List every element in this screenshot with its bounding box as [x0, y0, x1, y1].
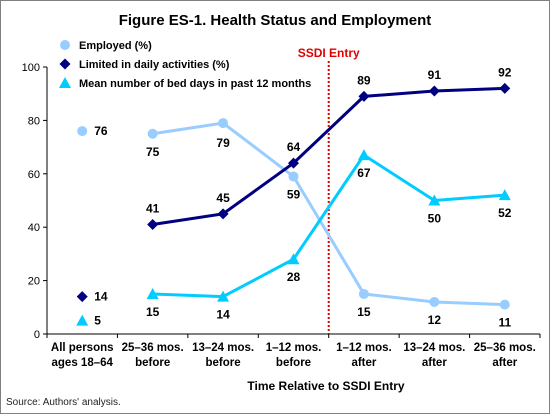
x-category-label-line: before [135, 357, 170, 369]
series-line [152, 153, 505, 299]
legend-label: Limited in daily activities (%) [79, 59, 230, 71]
data-label: 91 [428, 68, 442, 82]
data-point [217, 290, 230, 302]
data-label: 75 [146, 145, 160, 159]
data-point [429, 296, 440, 307]
legend-marker [60, 40, 70, 50]
data-label: 15 [146, 305, 160, 319]
x-category-label: 25–36 mos. after [474, 342, 536, 369]
chart-data-labels: 76 75 79 59 15 12 11 14 41 45 64 89 91 92 5 15 14 28 67 50 5… [94, 65, 512, 329]
ssdi-entry-reference: SSDI Entry [298, 46, 360, 334]
x-category-label-line: 25–36 mos. [122, 342, 184, 354]
series-line [152, 86, 505, 227]
x-category-label: 25–36 mos. before [122, 342, 184, 369]
y-tick-label: 40 [28, 222, 40, 234]
data-label: 15 [357, 305, 371, 319]
data-point [499, 299, 510, 310]
data-label: 14 [94, 290, 108, 304]
x-category-label: All persons ages 18–64 [51, 342, 114, 369]
x-category-label: 1–12 mos. before [266, 342, 322, 369]
data-label: 41 [146, 202, 160, 216]
y-tick-label: 60 [28, 169, 40, 181]
x-category-label-line: after [351, 357, 376, 369]
data-label: 64 [287, 140, 301, 154]
x-axis-label: Time Relative to SSDI Entry [247, 379, 404, 393]
chart-series [76, 82, 511, 326]
data-label: 67 [357, 166, 371, 180]
data-label: 50 [428, 212, 442, 226]
data-point [288, 171, 299, 182]
x-category-label-line: ages 18–64 [52, 357, 114, 369]
data-label: 76 [94, 124, 108, 138]
data-label: 45 [216, 191, 230, 205]
data-point [498, 189, 511, 201]
data-point [146, 287, 159, 299]
data-label: 5 [94, 314, 101, 328]
chart-title: Figure ES-1. Health Status and Employmen… [119, 12, 432, 29]
data-label: 89 [357, 73, 371, 87]
data-point [287, 253, 300, 265]
data-label: 12 [428, 313, 442, 327]
data-point [288, 157, 299, 169]
data-label: 79 [216, 136, 230, 150]
x-category-label: 13–24 mos. before [192, 342, 254, 369]
data-point [218, 118, 229, 129]
data-label: 59 [287, 187, 301, 201]
data-point [147, 128, 158, 139]
x-category-label: 13–24 mos. after [403, 342, 465, 369]
x-category-label-line: 1–12 mos. [336, 342, 392, 354]
y-tick-label: 80 [28, 115, 40, 127]
ssdi-entry-label: SSDI Entry [298, 46, 360, 60]
data-point [147, 219, 159, 231]
legend-marker [59, 58, 71, 70]
data-point [358, 90, 370, 102]
x-category-label-line: 25–36 mos. [474, 342, 536, 354]
legend-label: Mean number of bed days in past 12 month… [79, 78, 311, 90]
data-point [357, 149, 370, 161]
data-point [358, 288, 369, 299]
x-category-label-line: before [205, 357, 240, 369]
data-point [76, 291, 88, 303]
y-tick-label: 100 [22, 62, 40, 74]
x-category-label-line: 13–24 mos. [403, 342, 465, 354]
y-tick-label: 0 [34, 329, 40, 341]
legend-label: Employed (%) [79, 40, 152, 52]
data-label: 52 [498, 206, 512, 220]
data-point [217, 208, 229, 220]
data-point [428, 85, 440, 97]
series-line [152, 121, 505, 307]
x-category-label-line: All persons [51, 342, 114, 354]
x-category-label-line: after [422, 357, 447, 369]
data-label: 14 [216, 308, 230, 322]
x-category-label-line: after [492, 357, 517, 369]
x-category-label-line: 13–24 mos. [192, 342, 254, 354]
data-label: 28 [287, 270, 301, 284]
x-category-label: 1–12 mos. after [336, 342, 392, 369]
x-category-label-line: 1–12 mos. [266, 342, 322, 354]
chart-legend: Employed (%) Limited in daily activities … [59, 40, 311, 90]
data-point [77, 126, 88, 137]
source-note: Source: Authors' analysis. [6, 397, 121, 408]
data-point [499, 82, 511, 94]
data-label: 92 [498, 65, 512, 79]
x-category-label-line: before [276, 357, 311, 369]
data-point [428, 194, 441, 206]
chart-axes: 0 20 40 60 80 100 All persons ages 18–64 25–36 m… [22, 62, 541, 369]
legend-marker [59, 77, 71, 88]
data-label: 11 [498, 316, 511, 330]
y-tick-label: 20 [28, 276, 40, 288]
data-point [76, 314, 89, 326]
